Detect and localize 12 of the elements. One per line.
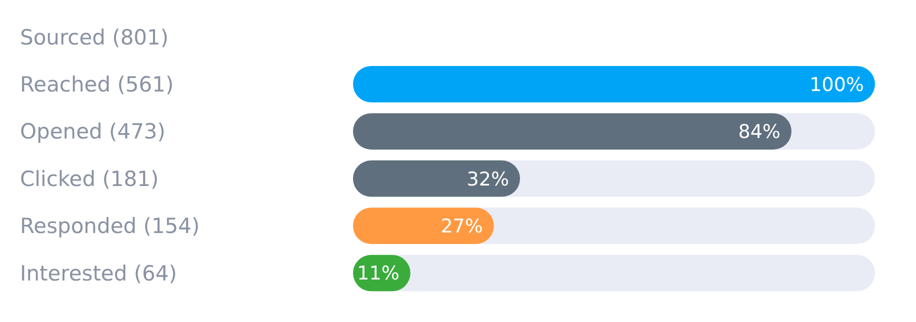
y-tick-label: Responded (154): [20, 214, 200, 238]
data-label: 32%: [466, 168, 510, 190]
y-tick-label: Reached (561): [20, 72, 174, 96]
bar: [353, 66, 875, 102]
data-label: 100%: [810, 74, 864, 96]
y-tick-label: Interested (64): [20, 261, 177, 286]
data-label: 11%: [357, 262, 400, 285]
y-tick-label: Sourced (801): [20, 25, 169, 50]
y-tick-label: Opened (473): [20, 120, 166, 144]
data-label: 27%: [440, 216, 483, 238]
data-label: 84%: [738, 121, 780, 144]
y-tick-label: Clicked (181): [20, 166, 159, 191]
